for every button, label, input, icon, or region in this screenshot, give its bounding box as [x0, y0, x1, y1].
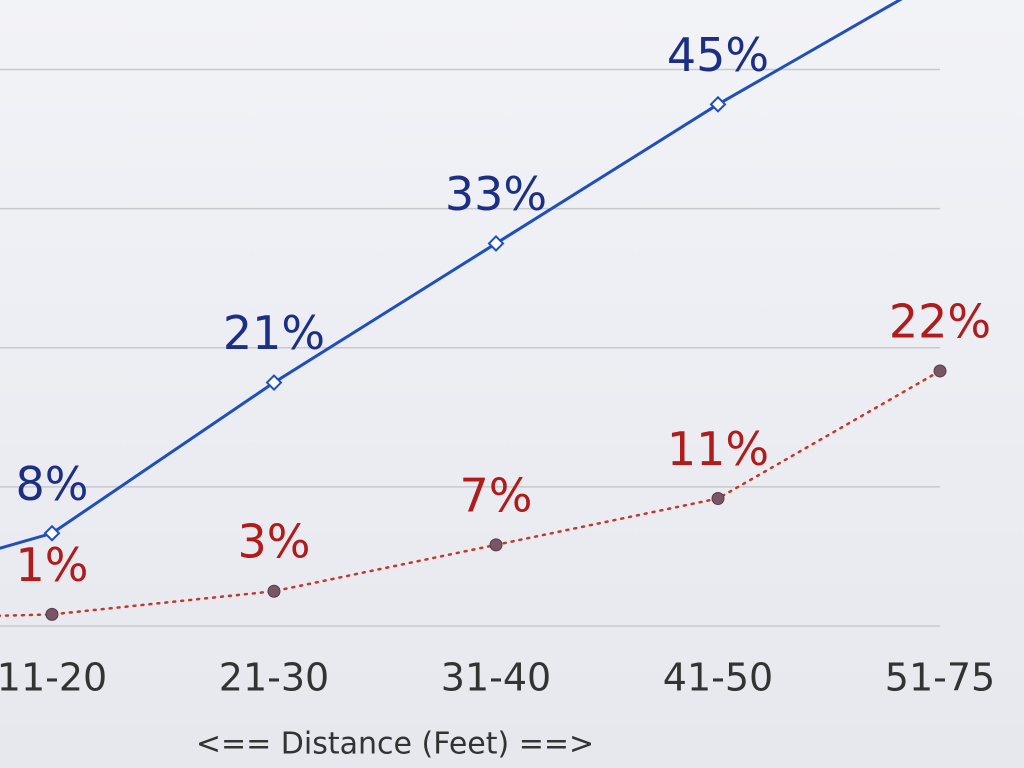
x-tick-label: 11-20 — [0, 656, 107, 700]
x-tick-label: 41-50 — [663, 656, 773, 700]
x-axis-title: <== Distance (Feet) ==> — [196, 727, 594, 762]
data-label: 8% — [16, 457, 89, 511]
data-label: 3% — [238, 515, 311, 569]
series-line — [0, 369, 942, 618]
marker — [265, 374, 283, 391]
data-label: 7% — [460, 468, 533, 522]
data-label: 11% — [667, 422, 769, 476]
marker — [709, 95, 727, 113]
marker — [45, 607, 59, 621]
data-label: 21% — [223, 306, 325, 360]
marker — [711, 491, 725, 505]
marker — [489, 538, 503, 552]
data-label: 1% — [16, 538, 89, 592]
data-label: 45% — [667, 28, 769, 82]
x-tick-label: 31-40 — [441, 656, 551, 700]
marker — [933, 364, 947, 378]
x-tick-label: 21-30 — [219, 656, 329, 700]
x-tick-label: 51-75 — [885, 656, 995, 700]
marker — [267, 584, 281, 598]
marker — [43, 524, 61, 542]
marker — [487, 235, 505, 252]
series-line — [0, 0, 903, 550]
data-label: 33% — [445, 167, 547, 221]
data-label: 22% — [889, 294, 991, 348]
